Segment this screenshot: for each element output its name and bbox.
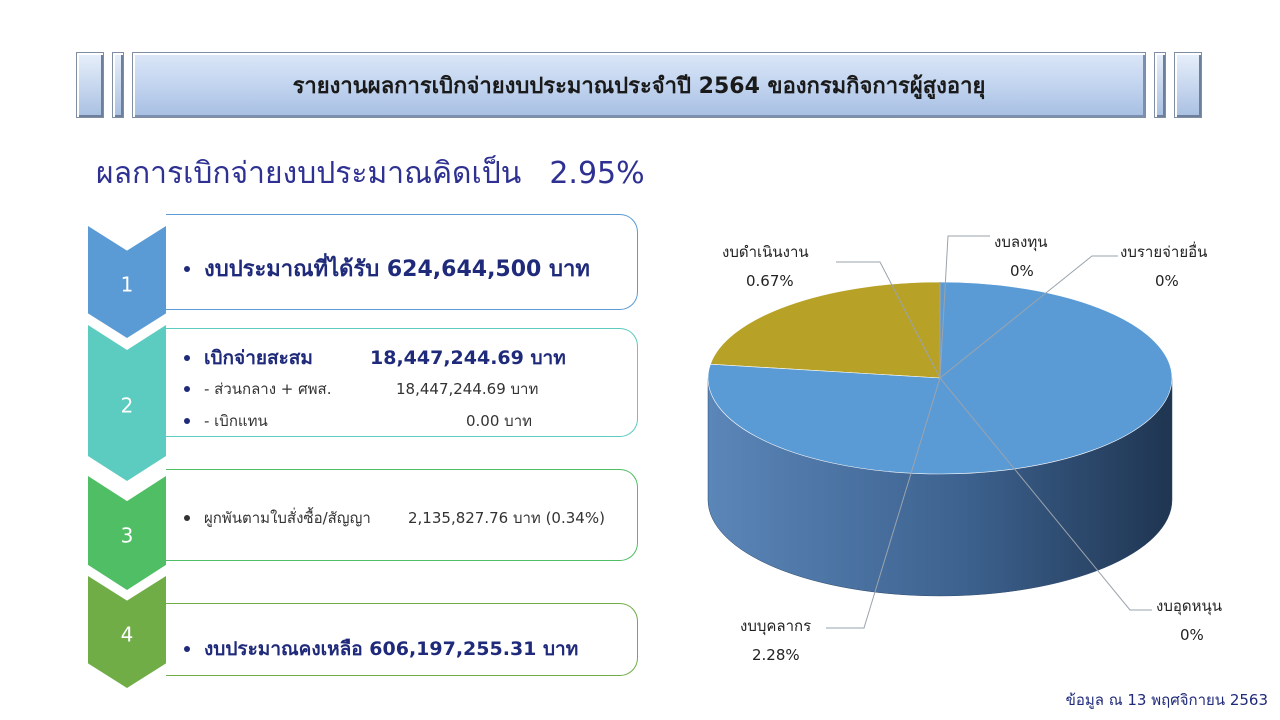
step-4-number: 4 bbox=[120, 622, 134, 647]
pie-leader-line-3 bbox=[939, 377, 1152, 611]
other-value: 0% bbox=[1155, 272, 1179, 290]
bullet-icon bbox=[184, 386, 190, 392]
page-title: รายงานผลการเบิกจ่ายงบประมาณประจำปี 2564 … bbox=[292, 73, 986, 99]
disbursed-label: เบิกจ่ายสะสม bbox=[204, 347, 313, 369]
central-label: - ส่วนกลาง + ศพส. bbox=[204, 380, 332, 398]
step-1-box: งบประมาณที่ได้รับ 624,644,500 บาท bbox=[166, 214, 638, 310]
step-2-box: เบิกจ่ายสะสม 18,447,244.69 บาท - ส่วนกลา… bbox=[166, 328, 638, 437]
disbursed-value: 18,447,244.69 บาท bbox=[370, 347, 566, 369]
step-1-line: งบประมาณที่ได้รับ 624,644,500 บาท bbox=[184, 251, 590, 286]
step-2-number: 2 bbox=[120, 393, 134, 418]
step-2-line-1: เบิกจ่ายสะสม 18,447,244.69 บาท bbox=[184, 343, 566, 373]
other-label: งบรายจ่ายอื่น bbox=[1120, 243, 1208, 261]
summary-label: ผลการเบิกจ่ายงบประมาณคิดเป็น bbox=[96, 156, 522, 191]
operating-label: งบดำเนินงาน bbox=[722, 243, 809, 261]
proxy-label: - เบิกแทน bbox=[204, 412, 268, 430]
subsidy-value: 0% bbox=[1180, 626, 1204, 644]
step-2-chevron: 2 bbox=[88, 325, 166, 481]
step-4-chevron: 4 bbox=[88, 576, 166, 688]
proxy-value: 0.00 บาท bbox=[466, 412, 532, 430]
banner-right-bevel-thin bbox=[1154, 52, 1166, 118]
step-1-chevron: 1 bbox=[88, 226, 166, 338]
committed-label: ผูกพันตามใบสั่งซื้อ/สัญญา bbox=[204, 509, 371, 527]
pie-slice-0 bbox=[707, 281, 1173, 475]
summary-heading: ผลการเบิกจ่ายงบประมาณคิดเป็น 2.95% bbox=[96, 150, 645, 197]
operating-value: 0.67% bbox=[746, 272, 794, 290]
title-banner: รายงานผลการเบิกจ่ายงบประมาณประจำปี 2564 … bbox=[76, 52, 1202, 118]
step-4-box: งบประมาณคงเหลือ 606,197,255.31 บาท bbox=[166, 603, 638, 676]
banner-left-bevel-thin bbox=[112, 52, 124, 118]
pie-label-investment: งบลงทุน bbox=[994, 230, 1048, 254]
bullet-icon bbox=[184, 265, 190, 272]
pie-value-subsidy: 0% bbox=[1180, 626, 1204, 644]
pie-value-investment: 0% bbox=[1010, 262, 1034, 280]
step-2-line-2: - ส่วนกลาง + ศพส. 18,447,244.69 บาท bbox=[184, 377, 538, 401]
pie-value-personnel: 2.28% bbox=[752, 646, 800, 664]
pie-leader-line-4 bbox=[826, 377, 941, 629]
step-3-number: 3 bbox=[120, 523, 134, 548]
summary-percent: 2.95% bbox=[549, 156, 645, 191]
pie-value-other: 0% bbox=[1155, 272, 1179, 290]
personnel-label: งบบุคลากร bbox=[740, 617, 812, 635]
step-3-line: ผูกพันตามใบสั่งซื้อ/สัญญา 2,135,827.76 บ… bbox=[184, 506, 605, 530]
banner-left-bevel bbox=[76, 52, 104, 118]
step-2-line-3: - เบิกแทน 0.00 บาท bbox=[184, 409, 532, 433]
step-3-box: ผูกพันตามใบสั่งซื้อ/สัญญา 2,135,827.76 บ… bbox=[166, 469, 638, 561]
pie-side-wall bbox=[707, 377, 1173, 597]
budget-received-text: งบประมาณที่ได้รับ 624,644,500 บาท bbox=[204, 257, 590, 282]
title-bar: รายงานผลการเบิกจ่ายงบประมาณประจำปี 2564 … bbox=[132, 52, 1146, 118]
central-value: 18,447,244.69 บาท bbox=[396, 380, 539, 398]
budget-remaining-text: งบประมาณคงเหลือ 606,197,255.31 บาท bbox=[204, 638, 579, 660]
step-4-line: งบประมาณคงเหลือ 606,197,255.31 บาท bbox=[184, 634, 578, 664]
bullet-icon bbox=[184, 646, 190, 652]
pie-label-other: งบรายจ่ายอื่น bbox=[1120, 240, 1207, 264]
bullet-icon bbox=[184, 515, 190, 521]
banner-right-bevel bbox=[1174, 52, 1202, 118]
pie-slice-1 bbox=[709, 281, 941, 379]
investment-value: 0% bbox=[1010, 262, 1034, 280]
investment-label: งบลงทุน bbox=[994, 233, 1048, 251]
pie-label-operating: งบดำเนินงาน bbox=[722, 240, 809, 264]
data-date-note: ข้อมูล ณ 13 พฤศจิกายน 2563 bbox=[1065, 691, 1268, 709]
pie-leader-line-0 bbox=[836, 261, 941, 379]
bullet-icon bbox=[184, 355, 190, 361]
pie-label-subsidy: งบอุดหนุน bbox=[1156, 594, 1222, 618]
bullet-icon bbox=[184, 418, 190, 424]
committed-value: 2,135,827.76 บาท (0.34%) bbox=[408, 509, 605, 527]
pie-value-operating: 0.67% bbox=[746, 272, 794, 290]
pie-label-personnel: งบบุคลากร bbox=[740, 614, 811, 638]
step-3-chevron: 3 bbox=[88, 476, 166, 590]
pie-leader-line-1 bbox=[939, 235, 990, 379]
step-1-number: 1 bbox=[120, 272, 134, 297]
personnel-value: 2.28% bbox=[752, 646, 800, 664]
subsidy-label: งบอุดหนุน bbox=[1156, 597, 1222, 615]
